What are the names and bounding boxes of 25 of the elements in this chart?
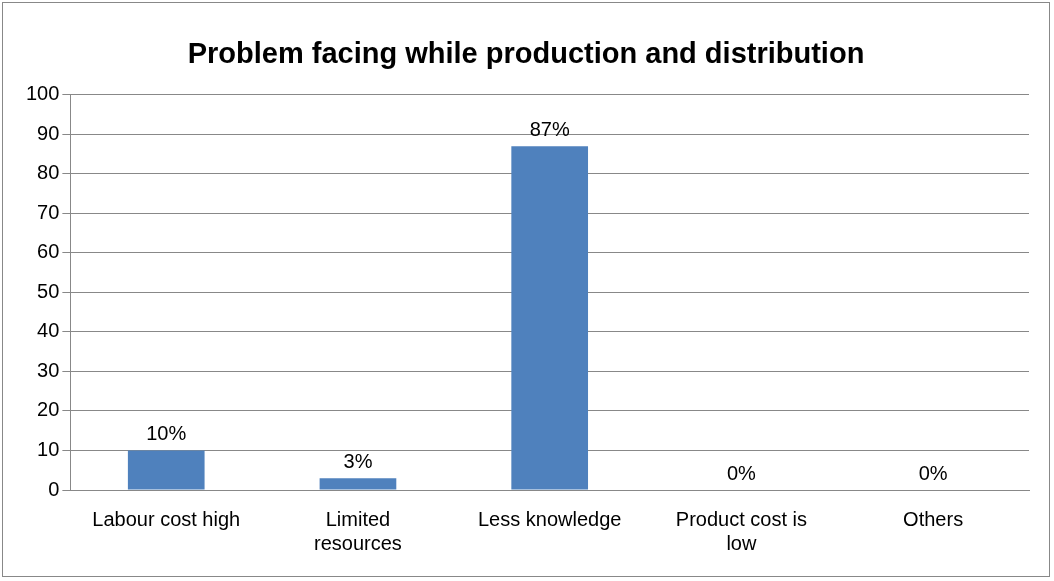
data-label: 3% [343,449,373,472]
y-tick-label: 100 [25,82,60,105]
y-tick-label: 70 [37,200,60,223]
chart-title: Problem facing while production and distribution [187,37,865,70]
data-label: 87% [529,117,570,140]
data-label: 0% [726,461,757,484]
data-label: 10% [146,422,187,444]
y-tick-label: 30 [37,358,60,381]
y-tick-label: 60 [37,240,60,263]
y-tick-label: 20 [37,398,60,421]
y-tick-label: 0 [48,477,60,500]
y-tick-label: 50 [37,279,60,302]
y-tick-label: 80 [37,161,60,184]
x-tick-label: Labour cost high [92,507,241,530]
y-tick-label: 90 [37,121,60,144]
bar [511,146,589,490]
bar [319,478,397,490]
bar [127,450,205,490]
y-tick-label: 10 [37,438,60,460]
data-label: 0% [918,461,948,484]
x-tick-label: Limited resources [314,507,402,554]
x-tick-label: Product cost is low [675,507,807,554]
x-tick-label: Less knowledge [477,507,622,530]
x-tick-label: Others [903,507,964,530]
y-tick-label: 40 [37,319,60,342]
